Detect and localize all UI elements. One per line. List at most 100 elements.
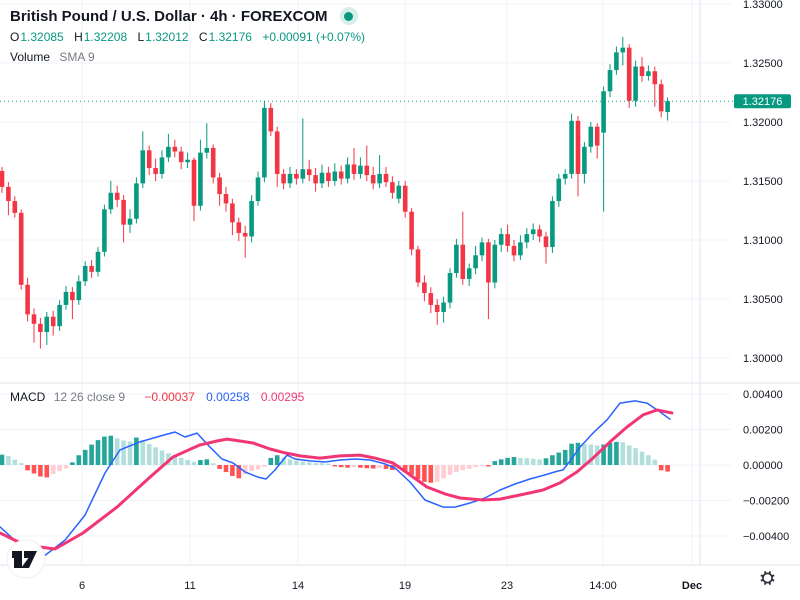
price-axis-labels[interactable]: 1.33000 1.32500 1.32000 1.31500 1.31000 1.305… bbox=[743, 0, 783, 365]
candle-body bbox=[102, 209, 107, 252]
macd-hist-bar bbox=[364, 465, 370, 469]
candle-body bbox=[518, 242, 523, 256]
axis-label: 0.00200 bbox=[743, 425, 783, 437]
axis-label: 6 bbox=[79, 580, 85, 592]
macd-hist-bar bbox=[530, 458, 536, 465]
candle-body bbox=[454, 244, 459, 274]
macd-hist-bar bbox=[134, 437, 139, 465]
candle-body bbox=[140, 150, 146, 184]
macd-hist-bar bbox=[447, 465, 453, 475]
macd-hist-bar bbox=[370, 465, 376, 469]
macd-hist-bar bbox=[50, 465, 56, 474]
candle-wick bbox=[39, 317, 41, 349]
macd-hist-bar bbox=[582, 443, 587, 465]
axis-settings-gear-icon[interactable] bbox=[760, 571, 775, 585]
macd-hist-bar bbox=[121, 440, 126, 465]
candle-body bbox=[306, 169, 312, 176]
candle-body bbox=[338, 171, 344, 179]
macd-hist-value: −0.00037 bbox=[144, 390, 195, 404]
macd-hist-bar bbox=[486, 465, 491, 467]
symbol-title[interactable]: British Pound / U.S. Dollar · 4h · FOREX… bbox=[10, 7, 328, 25]
axis-label: 1.31500 bbox=[743, 176, 783, 188]
macd-hist-bar bbox=[569, 443, 574, 465]
candle-body bbox=[588, 126, 594, 147]
candle-body bbox=[614, 52, 619, 71]
candle-wick bbox=[302, 118, 304, 184]
candle-wick bbox=[206, 123, 208, 159]
macd-hist-bar bbox=[217, 465, 222, 469]
candle-body bbox=[294, 173, 299, 179]
candle-body bbox=[511, 245, 517, 256]
macd-hist-bar bbox=[63, 465, 69, 469]
time-axis-labels[interactable]: 6 11 14 19 23 14:00 Dec bbox=[79, 580, 702, 592]
candle-body bbox=[121, 199, 126, 225]
candle-body bbox=[249, 201, 254, 237]
candle-body bbox=[658, 84, 664, 112]
tradingview-logo[interactable] bbox=[6, 539, 46, 579]
candle-body bbox=[441, 302, 446, 312]
macd-hist-bar bbox=[511, 457, 517, 465]
candle-body bbox=[460, 244, 466, 279]
candle-body bbox=[434, 304, 440, 312]
candle-body bbox=[262, 107, 267, 178]
macd-hist-bar bbox=[652, 459, 658, 465]
macd-hist-bar bbox=[498, 459, 504, 465]
axis-label: 14 bbox=[292, 580, 304, 592]
low-label: L bbox=[137, 30, 145, 44]
ohlc-row: O1.32085 H1.32208 L1.32012 C1.32176 +0.0… bbox=[10, 30, 365, 44]
macd-hist-bar bbox=[326, 463, 331, 465]
axis-label: 19 bbox=[399, 580, 411, 592]
candle-body bbox=[230, 203, 235, 223]
macd-hist-bar bbox=[377, 465, 382, 469]
macd-hist-bar bbox=[76, 455, 82, 465]
candle-body bbox=[345, 164, 350, 179]
macd-hist-bar bbox=[351, 465, 357, 468]
axis-label: 11 bbox=[184, 580, 195, 592]
candle-body bbox=[89, 265, 94, 272]
candle-body bbox=[114, 192, 120, 200]
candle-body bbox=[178, 151, 184, 163]
market-status-dot bbox=[344, 11, 354, 21]
macd-hist-bar bbox=[434, 465, 440, 482]
candlestick-series bbox=[0, 37, 670, 349]
macd-hist-bar bbox=[185, 460, 190, 465]
macd-axis-labels[interactable]: 0.00400 0.00200 0.00000 −0.00200 −0.00400 bbox=[743, 389, 789, 543]
macd-indicator-row[interactable]: MACD 12 26 close 9 −0.00037 0.00258 0.00… bbox=[10, 390, 304, 404]
candle-body bbox=[25, 284, 30, 315]
macd-line bbox=[0, 400, 671, 558]
macd-hist-bar bbox=[204, 459, 210, 465]
macd-hist-bar bbox=[607, 442, 613, 465]
macd-hist-bar bbox=[626, 445, 632, 465]
macd-hist-bar bbox=[601, 444, 606, 465]
candle-body bbox=[358, 165, 363, 174]
macd-hist-bar bbox=[409, 465, 414, 475]
last-price-badge[interactable]: 1.32176 bbox=[734, 94, 791, 109]
axis-label: 1.33000 bbox=[743, 0, 783, 11]
macd-hist-bar bbox=[255, 465, 261, 470]
candle-body bbox=[313, 175, 318, 184]
macd-hist-bar bbox=[31, 465, 37, 474]
macd-hist-bar bbox=[82, 449, 88, 465]
market-status-icon[interactable] bbox=[339, 7, 358, 25]
candle-body bbox=[236, 222, 242, 233]
macd-hist-bar bbox=[575, 442, 581, 465]
candle-body bbox=[18, 212, 24, 285]
macd-hist-bar bbox=[281, 457, 286, 465]
macd-hist-bar bbox=[620, 442, 626, 465]
open-label: O bbox=[10, 30, 20, 44]
macd-hist-bar bbox=[230, 465, 235, 477]
candle-body bbox=[396, 185, 402, 199]
candle-body bbox=[255, 177, 261, 202]
macd-hist-bar bbox=[306, 462, 312, 465]
candle-body bbox=[639, 66, 645, 76]
candle-body bbox=[530, 229, 536, 235]
macd-hist-bar bbox=[614, 441, 619, 465]
macd-hist-bar bbox=[274, 455, 280, 465]
candle-body bbox=[191, 159, 197, 206]
candle-body bbox=[601, 91, 606, 133]
volume-indicator-row[interactable]: Volume SMA 9 bbox=[10, 50, 95, 64]
candle-wick bbox=[71, 287, 73, 320]
candle-body bbox=[486, 242, 491, 283]
macd-hist-bar bbox=[505, 457, 510, 465]
